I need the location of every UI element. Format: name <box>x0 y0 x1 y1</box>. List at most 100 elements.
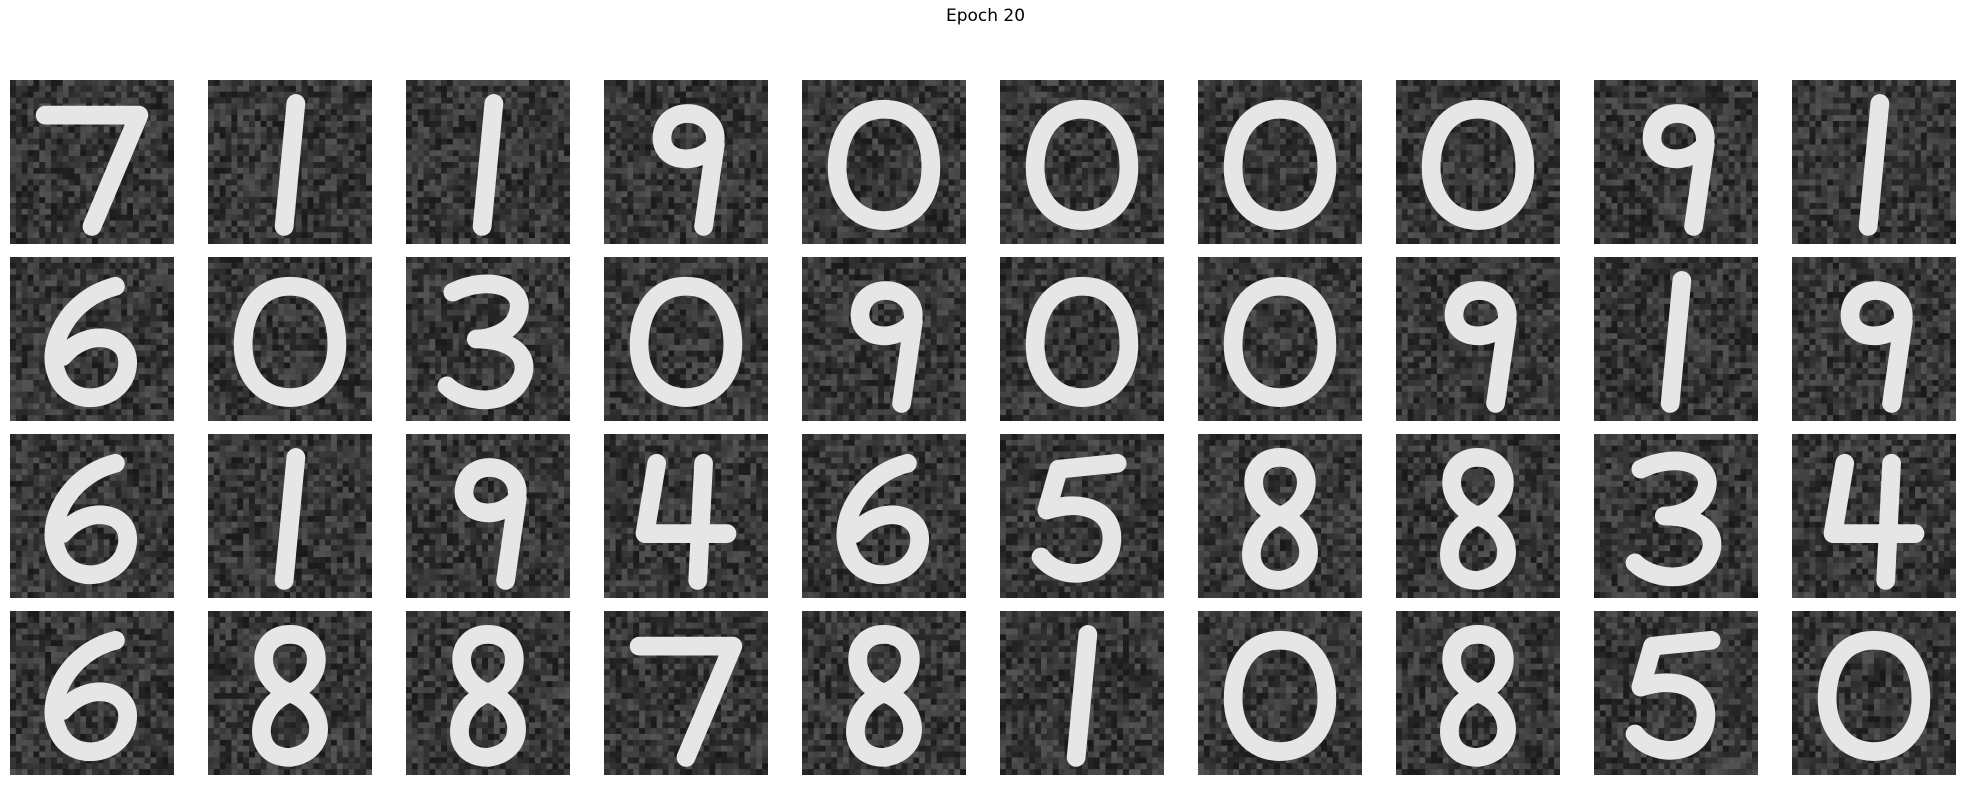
digit-image <box>1198 80 1362 244</box>
digit-image <box>406 434 570 598</box>
digit-stroke <box>274 94 306 236</box>
digit-stroke <box>1440 625 1516 767</box>
digit-image <box>604 257 768 421</box>
generated-sample <box>208 611 372 775</box>
digit-image <box>10 611 174 775</box>
generated-sample <box>1000 434 1164 598</box>
generated-sample <box>1198 80 1362 244</box>
digit-stroke <box>850 281 923 413</box>
digit-image <box>1396 80 1560 244</box>
digit-stroke <box>233 276 347 407</box>
generated-sample <box>604 80 768 244</box>
digit-image <box>1594 611 1758 775</box>
digit-stroke <box>1642 104 1715 236</box>
digit-image <box>406 257 570 421</box>
digit-stroke <box>1858 94 1890 236</box>
digit-image <box>802 257 966 421</box>
digit-image <box>1792 434 1956 598</box>
digit-image <box>1792 80 1956 244</box>
generated-sample <box>1792 257 1956 421</box>
digit-image <box>10 257 174 421</box>
generated-sample <box>406 80 570 244</box>
digit-stroke <box>1625 630 1721 760</box>
generated-sample <box>406 434 570 598</box>
digit-image <box>208 80 372 244</box>
digit-image <box>604 434 768 598</box>
digit-stroke <box>1440 448 1516 590</box>
digit-stroke <box>1223 276 1337 407</box>
digit-image <box>1198 257 1362 421</box>
generated-sample <box>406 257 570 421</box>
digit-stroke <box>1025 276 1139 407</box>
digit-image <box>1594 80 1758 244</box>
generated-sample <box>10 257 174 421</box>
digit-image <box>1594 257 1758 421</box>
digit-stroke <box>472 94 504 236</box>
digit-image <box>802 611 966 775</box>
generated-sample <box>802 80 966 244</box>
generated-sample <box>802 611 966 775</box>
digit-image <box>406 611 570 775</box>
digit-stroke <box>1066 625 1098 767</box>
generated-sample <box>802 434 966 598</box>
generated-sample <box>1792 434 1956 598</box>
digit-image <box>802 434 966 598</box>
generated-sample <box>802 257 966 421</box>
digit-image <box>208 611 372 775</box>
digit-stroke <box>1031 453 1127 583</box>
digit-stroke <box>450 625 526 767</box>
digit-stroke <box>652 104 725 236</box>
digit-image <box>1000 611 1164 775</box>
generated-sample <box>1000 257 1164 421</box>
generated-sample <box>1792 611 1956 775</box>
digit-stroke <box>252 625 328 767</box>
generated-sample <box>1198 257 1362 421</box>
generated-sample <box>406 611 570 775</box>
digit-image <box>604 611 768 775</box>
digit-stroke <box>1823 453 1925 590</box>
digit-image <box>1000 434 1164 598</box>
digit-stroke <box>629 276 743 407</box>
generated-sample <box>208 434 372 598</box>
generated-sample <box>1594 257 1758 421</box>
generated-sample <box>1198 611 1362 775</box>
digit-image <box>1396 257 1560 421</box>
digit-stroke <box>1223 630 1337 761</box>
generated-sample <box>10 434 174 598</box>
generated-sample <box>1396 257 1560 421</box>
generated-sample <box>1198 434 1362 598</box>
digit-image <box>208 434 372 598</box>
generated-sample <box>1792 80 1956 244</box>
digit-image <box>1594 434 1758 598</box>
digit-stroke <box>827 99 941 230</box>
digit-stroke <box>35 105 149 236</box>
generated-sample <box>1396 611 1560 775</box>
digit-image <box>1396 611 1560 775</box>
digit-image <box>406 80 570 244</box>
digit-image <box>208 257 372 421</box>
generated-sample <box>10 611 174 775</box>
digit-image <box>1396 434 1560 598</box>
digit-stroke <box>846 625 922 767</box>
generated-sample <box>208 257 372 421</box>
digit-stroke <box>836 453 929 584</box>
digit-stroke <box>1840 281 1913 413</box>
digit-image <box>1792 611 1956 775</box>
digit-stroke <box>1242 448 1318 590</box>
digit-image <box>802 80 966 244</box>
digit-image <box>1000 80 1164 244</box>
digit-image <box>1000 257 1164 421</box>
digit-stroke <box>629 636 743 767</box>
digit-stroke <box>1444 281 1517 413</box>
generated-sample <box>1594 434 1758 598</box>
generated-sample <box>1000 611 1164 775</box>
digit-stroke <box>44 630 137 761</box>
digit-image <box>604 80 768 244</box>
generated-sample <box>604 257 768 421</box>
generated-sample <box>1396 434 1560 598</box>
digit-stroke <box>635 453 737 590</box>
digit-stroke <box>44 453 137 584</box>
generated-sample <box>1000 80 1164 244</box>
digit-stroke <box>274 448 306 590</box>
generated-sample <box>10 80 174 244</box>
